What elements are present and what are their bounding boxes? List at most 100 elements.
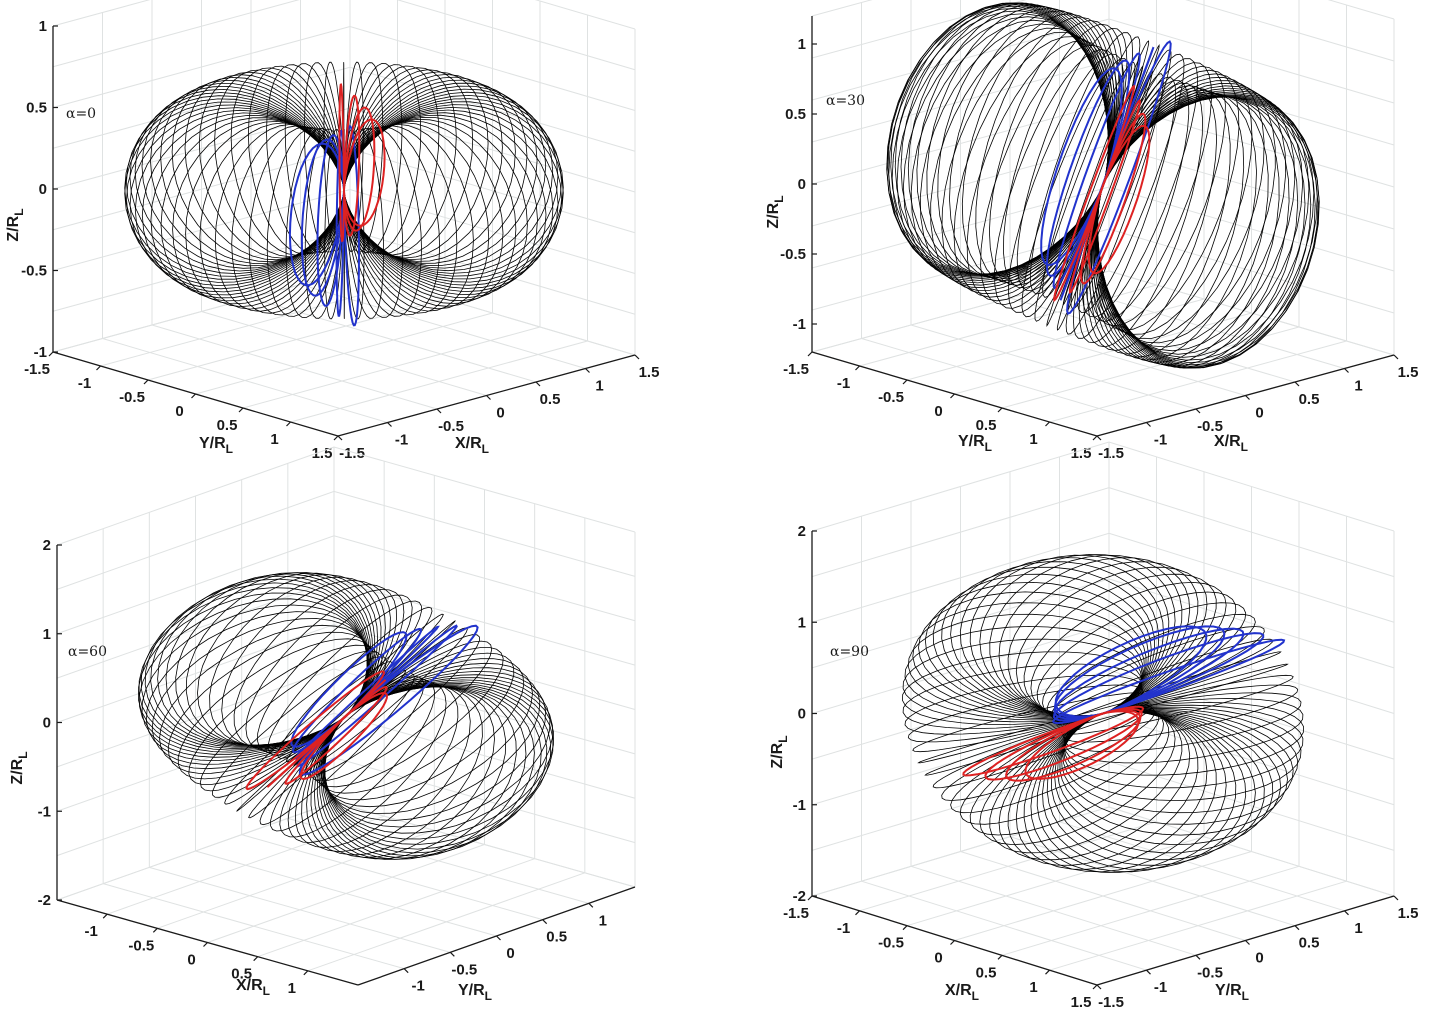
field-line-red [245, 670, 386, 791]
subplot-alpha-90: -1.5-1-0.500.511.5-1.5-1-0.500.511.5-2-1… [769, 441, 1418, 1011]
field-line-black [343, 118, 517, 305]
y-tick-mark [1092, 984, 1098, 990]
y-tick-mark [238, 407, 244, 413]
field-line-black [185, 120, 345, 308]
x-tick-mark [1146, 969, 1151, 975]
field-line-red [962, 705, 1145, 777]
grid-line [147, 298, 446, 381]
y-tick-mark [902, 379, 908, 385]
x-tick-mark [486, 395, 491, 400]
grid-line [811, 532, 1395, 623]
grid-line [56, 446, 636, 546]
y-tick-label: 0 [187, 952, 195, 969]
grid-line [56, 712, 636, 812]
x-axis-label: X/RL [1214, 433, 1248, 454]
y-tick-label: 1.5 [1071, 445, 1092, 462]
x-tick-mark [1294, 925, 1300, 931]
grid-line [52, 0, 636, 30]
field-line-red [1053, 84, 1136, 303]
z-axis-label: Z/RL [769, 735, 790, 768]
x-tick-mark [1195, 408, 1201, 414]
y-tick-mark [1045, 421, 1050, 427]
z-tick-label: -1 [38, 803, 51, 820]
grid-lines [811, 0, 1395, 437]
y-tick-label: -0.5 [878, 935, 904, 952]
field-line-black [306, 685, 483, 856]
y-tick-mark [1092, 435, 1098, 441]
z-tick-label: 2 [798, 523, 806, 540]
x-tick-label: 0.5 [1299, 935, 1320, 952]
field-line-black [1064, 704, 1304, 789]
field-line-black [975, 16, 1117, 284]
x-tick-mark [1344, 910, 1349, 916]
x-axis-label: X/RL [455, 435, 489, 456]
field-line-blue [1053, 625, 1226, 719]
field-line-blue [316, 134, 345, 307]
z-tick-label: -0.5 [21, 263, 47, 280]
x-tick-mark [542, 919, 548, 925]
x-tick-label: 1.5 [1398, 364, 1419, 381]
field-line-black [916, 4, 1111, 276]
z-tick-label: 0 [798, 176, 806, 193]
grid-line [157, 829, 435, 929]
field-line-black [199, 122, 345, 310]
tick-labels: -1 -0.5 0 0.5 1 -1 -0.5 0 0.5 1 -2 -1 0 1 2 [38, 537, 607, 997]
y-axis-label: Y/RL [958, 433, 992, 454]
y-tick-label: -1 [78, 375, 91, 392]
y-tick-mark [807, 895, 813, 901]
x-tick-label: -0.5 [451, 961, 477, 978]
z-axis-label: Z/RL [9, 751, 30, 784]
grid-line [56, 535, 636, 635]
x-tick-label: -1.5 [1098, 994, 1124, 1011]
y-tick-label: 0.5 [231, 966, 252, 983]
alpha-annotation: α=0 [66, 106, 96, 122]
z-tick-label: -1 [793, 316, 806, 333]
x-tick-mark [535, 381, 541, 387]
field-line-red [343, 118, 386, 227]
x-tick-label: 0.5 [1299, 391, 1320, 408]
y-tick-mark [333, 435, 339, 441]
field-line-black [343, 126, 441, 316]
x-tick-label: -1 [395, 432, 408, 449]
x-tick-label: 1 [599, 912, 607, 929]
field-line-black [1050, 710, 1265, 861]
y-tick-label: -0.5 [878, 389, 904, 406]
y-tick-label: 1 [1029, 431, 1037, 448]
z-tick-label: -2 [38, 892, 51, 909]
y-axis-label: Y/RL [1215, 982, 1249, 1003]
field-lines [137, 572, 555, 860]
x-tick-mark [585, 368, 590, 373]
field-line-red [984, 708, 1143, 781]
field-lines [901, 553, 1305, 874]
field-line-black [309, 640, 493, 782]
y-tick-label: 0 [934, 950, 942, 967]
field-line-red [1080, 112, 1147, 285]
grid-line [100, 284, 398, 367]
x-tick-label: -0.5 [438, 418, 464, 435]
field-line-black [324, 129, 345, 320]
subplot-alpha-60: -1 -0.5 0 0.5 1 -1 -0.5 0 0.5 1 -2 -1 0 1 2 Y/RL X/RL Z/R… [9, 446, 636, 1003]
field-line-black [1054, 710, 1274, 854]
y-tick-mark [997, 407, 1003, 413]
field-line-black [1015, 710, 1208, 870]
y-tick-mark [902, 925, 908, 931]
field-line-red [284, 685, 388, 785]
y-tick-mark [1045, 969, 1050, 975]
y-tick-label: 1 [1029, 979, 1037, 996]
grid-line [811, 0, 1395, 20]
y-tick-mark [303, 970, 309, 976]
grid-line [106, 815, 385, 915]
field-line-black [266, 127, 345, 317]
z-tick-label: 1 [798, 614, 806, 631]
grid-line [954, 312, 1252, 395]
field-lines [886, 2, 1320, 369]
grid-line [1049, 880, 1347, 971]
subplot-alpha-0: -1.5-1-0.500.511.5-1.5-1-0.500.511.5-1-0… [5, 0, 659, 462]
x-tick-label: -1.5 [339, 445, 365, 462]
x-axis-label: X/RL [945, 982, 979, 1003]
grid-line [1001, 326, 1300, 409]
grid-line [242, 326, 541, 409]
x-tick-label: 0 [506, 945, 514, 962]
y-tick-mark [950, 393, 955, 399]
